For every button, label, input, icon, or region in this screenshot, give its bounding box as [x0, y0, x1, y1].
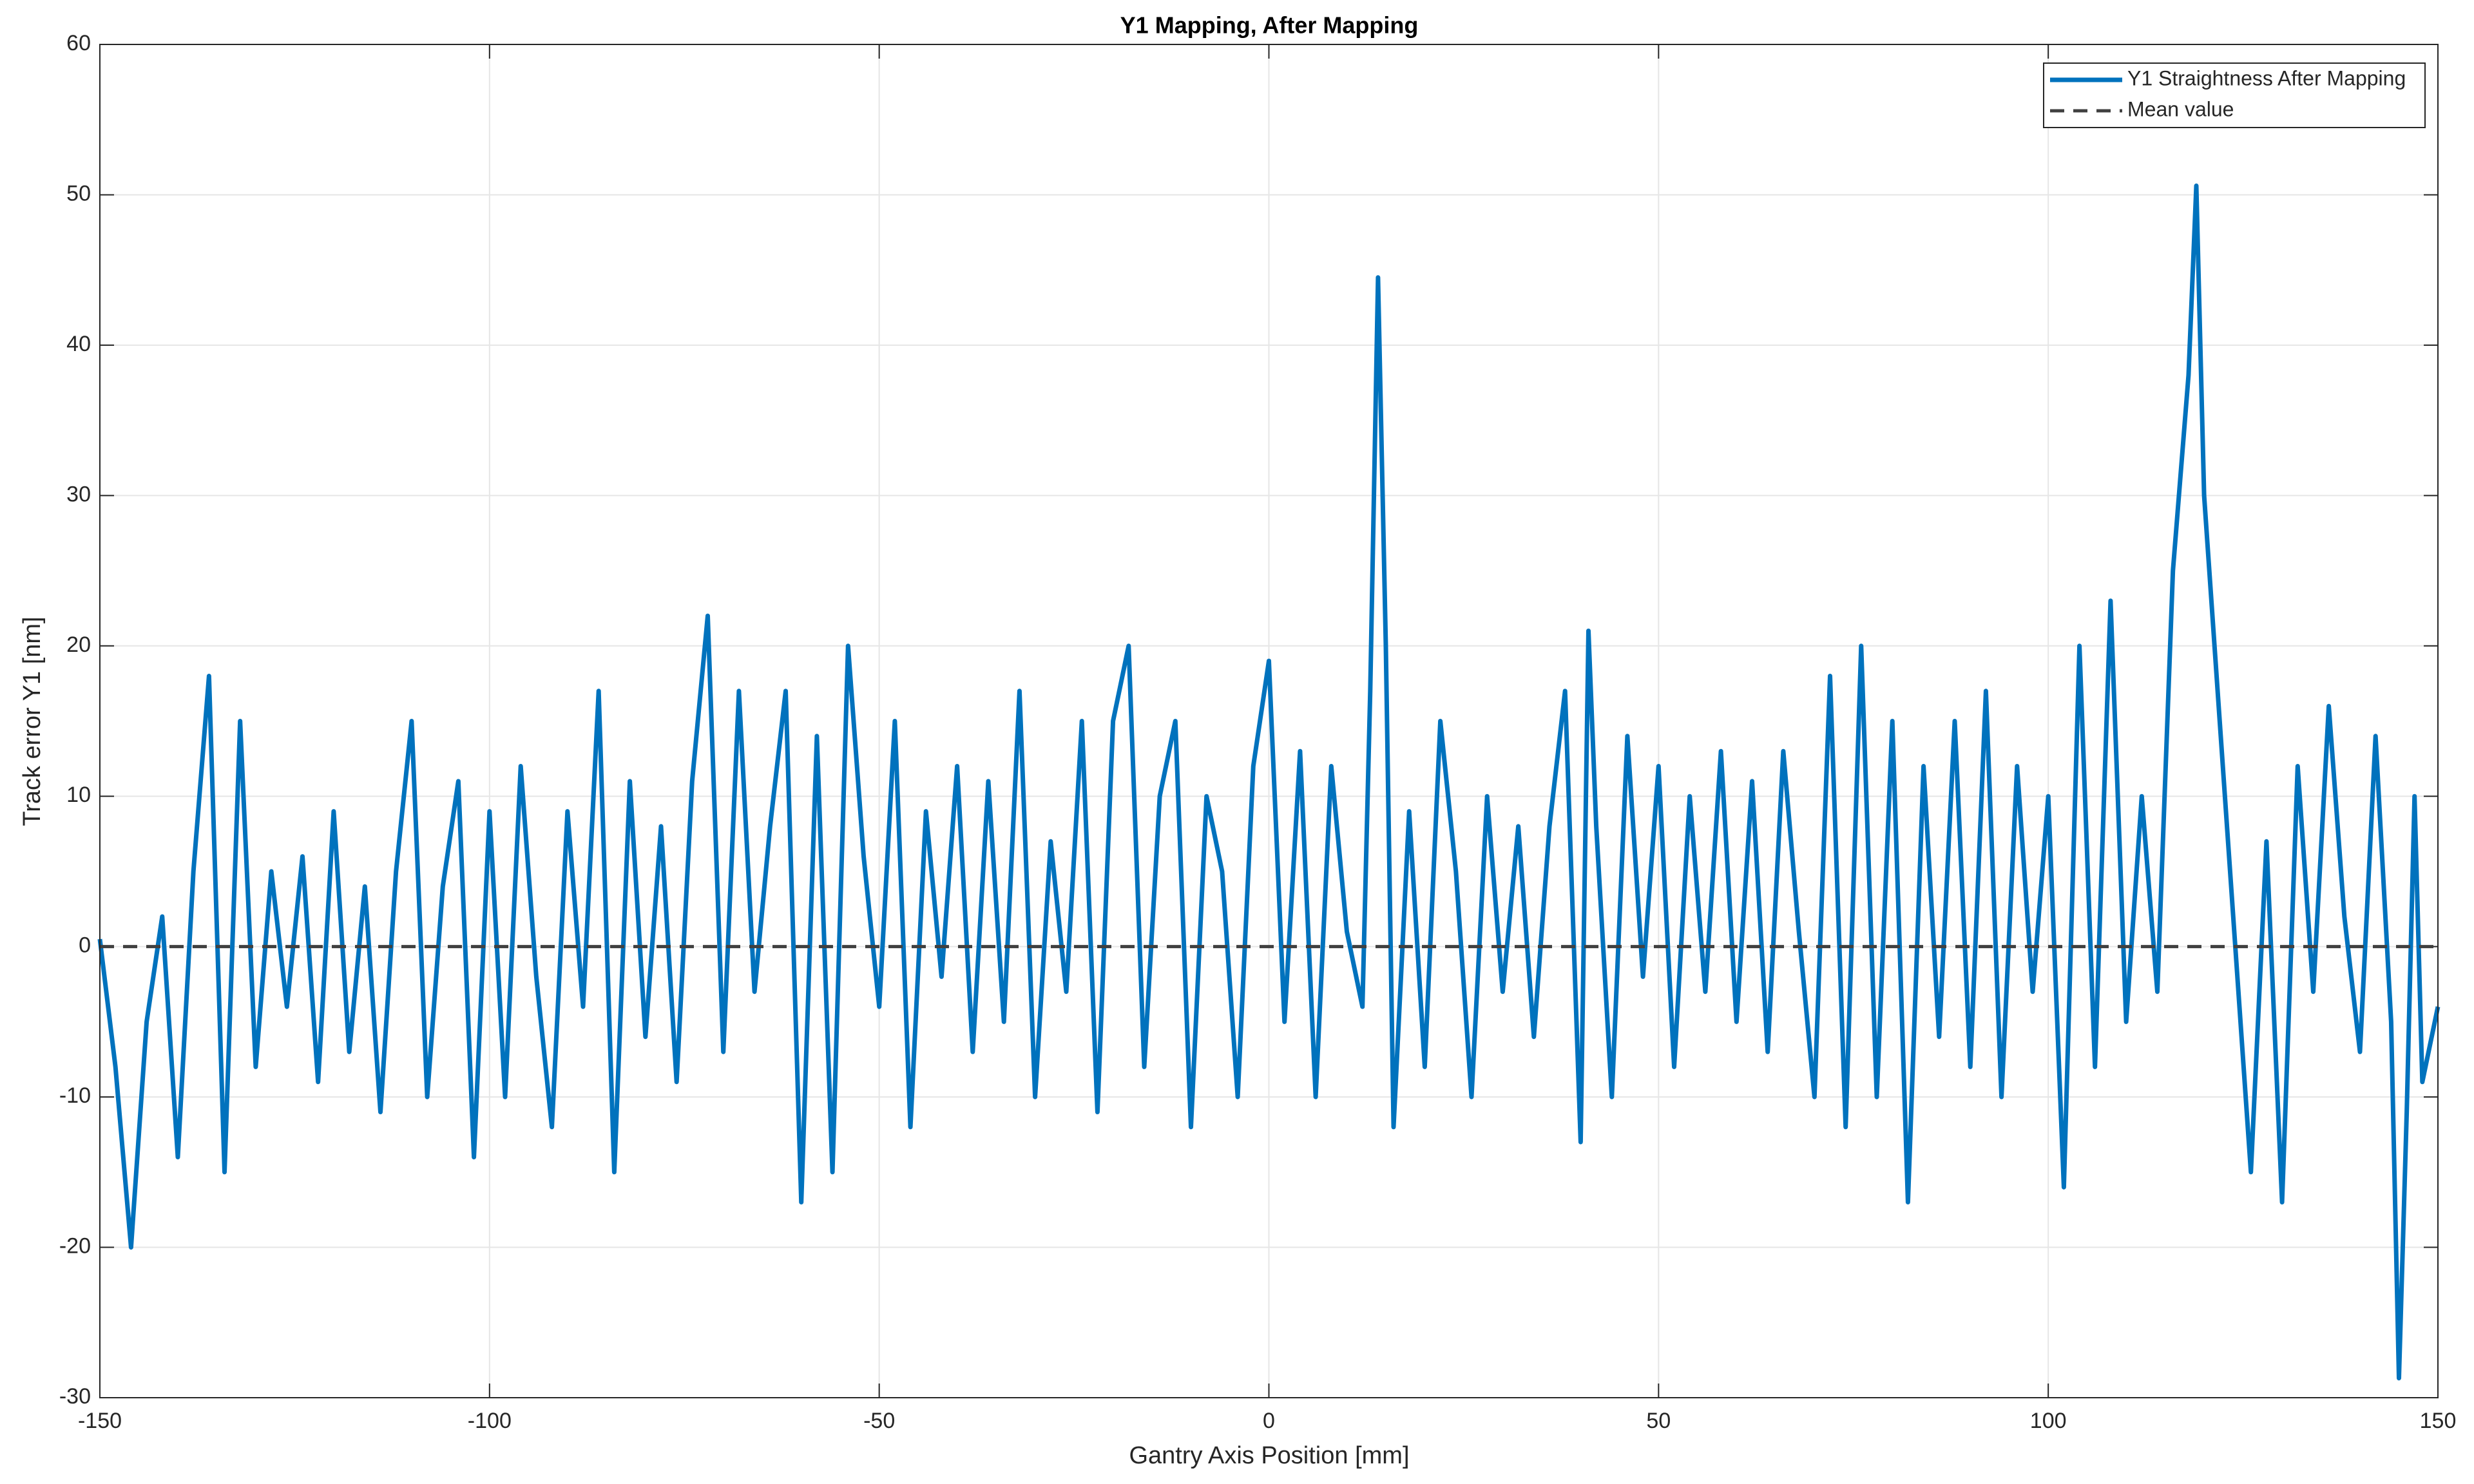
y-tick-label: 20: [66, 633, 91, 657]
x-tick-label: -100: [468, 1409, 512, 1433]
data-line: [97, 183, 2440, 1381]
legend-label: Y1 Straightness After Mapping: [2127, 66, 2406, 90]
y-tick-label: 10: [66, 783, 91, 807]
y-axis-label: Track error Y1 [nm]: [19, 616, 46, 826]
y-tick-label: -20: [59, 1234, 91, 1259]
y-tick-label: 50: [66, 181, 91, 205]
x-tick-label: 100: [2030, 1409, 2067, 1433]
x-tick-label: -50: [863, 1409, 895, 1433]
legend-label: Mean value: [2127, 97, 2234, 120]
x-tick-label: 50: [1646, 1409, 1671, 1433]
y-tick-label: 60: [66, 31, 91, 55]
chart-title: Y1 Mapping, After Mapping: [1120, 12, 1419, 39]
x-tick-label: 150: [2420, 1409, 2457, 1433]
y-tick-label: -10: [59, 1083, 91, 1108]
y-tick-label: 40: [66, 332, 91, 356]
x-axis-label: Gantry Axis Position [mm]: [1129, 1442, 1409, 1469]
y-tick-label: 30: [66, 482, 91, 506]
legend-box: [2043, 62, 2426, 128]
y-tick-label: -30: [59, 1384, 91, 1409]
x-tick-label: -150: [78, 1409, 122, 1433]
x-tick-label: 0: [1263, 1409, 1275, 1433]
plot-frame: [99, 44, 2439, 1398]
y-tick-label: 0: [79, 933, 91, 958]
